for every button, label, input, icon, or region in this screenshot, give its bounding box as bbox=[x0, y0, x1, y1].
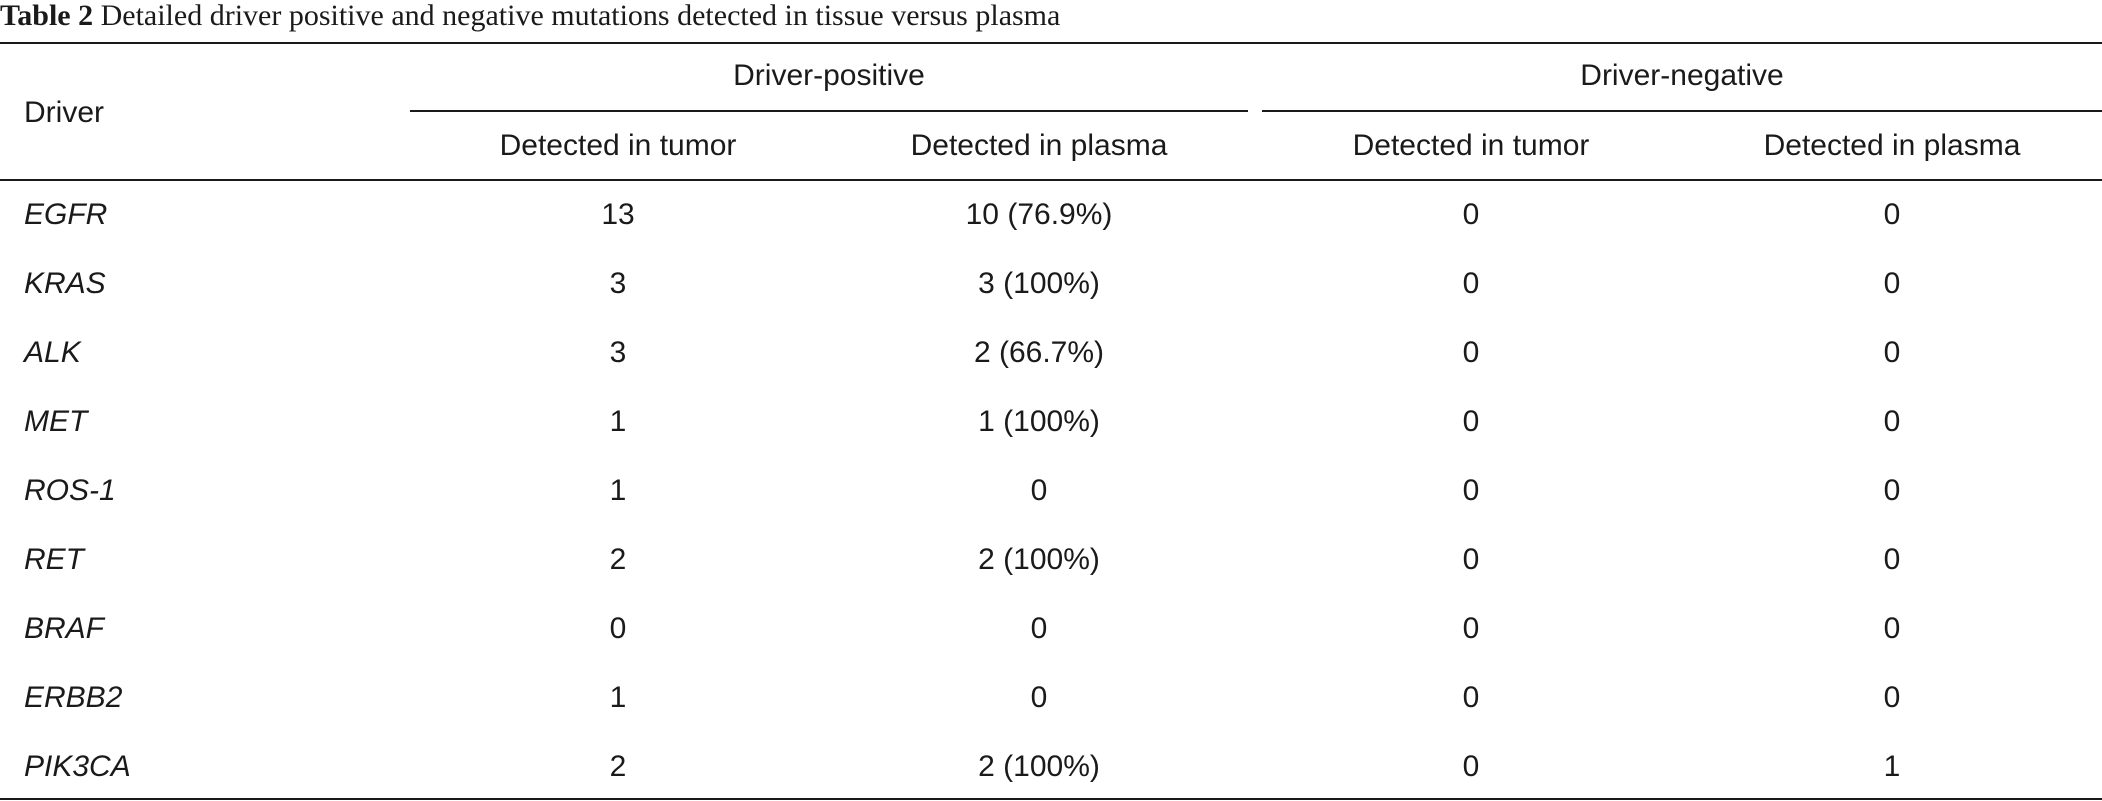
header-group-positive: Driver-positive bbox=[733, 59, 925, 92]
header-group-negative: Driver-negative bbox=[1580, 59, 1784, 92]
driver-gene-cell: BRAF bbox=[24, 612, 105, 645]
negative-tumor-cell: 0 bbox=[1462, 681, 1480, 714]
positive-tumor-cell: 2 bbox=[609, 750, 627, 783]
driver-gene-cell: EGFR bbox=[24, 198, 108, 231]
negative-plasma-cell: 0 bbox=[1883, 198, 1901, 231]
positive-tumor-cell: 3 bbox=[609, 336, 627, 369]
negative-tumor-cell: 0 bbox=[1462, 750, 1480, 783]
positive-plasma-cell: 2 (100%) bbox=[978, 750, 1100, 783]
table-caption-text: Detailed driver positive and negative mu… bbox=[100, 0, 1061, 32]
table-bottom-rule bbox=[0, 798, 2102, 800]
table-top-rule bbox=[0, 42, 2102, 44]
header-driver: Driver bbox=[24, 96, 104, 129]
positive-plasma-cell: 10 (76.9%) bbox=[965, 198, 1113, 231]
positive-tumor-cell: 1 bbox=[609, 474, 627, 507]
group-rule-negative bbox=[1262, 110, 2102, 112]
negative-tumor-cell: 0 bbox=[1462, 336, 1480, 369]
table-caption-label: Table 2 bbox=[0, 0, 94, 32]
negative-tumor-cell: 0 bbox=[1462, 405, 1480, 438]
header-bottom-rule bbox=[0, 179, 2102, 181]
negative-tumor-cell: 0 bbox=[1462, 612, 1480, 645]
negative-plasma-cell: 0 bbox=[1883, 612, 1901, 645]
header-positive-plasma: Detected in plasma bbox=[910, 129, 1168, 162]
negative-plasma-cell: 0 bbox=[1883, 681, 1901, 714]
positive-plasma-cell: 2 (100%) bbox=[978, 543, 1100, 576]
negative-plasma-cell: 0 bbox=[1883, 543, 1901, 576]
positive-plasma-cell: 2 (66.7%) bbox=[973, 336, 1105, 369]
negative-plasma-cell: 0 bbox=[1883, 336, 1901, 369]
positive-plasma-cell: 0 bbox=[1030, 474, 1048, 507]
positive-plasma-cell: 1 (100%) bbox=[978, 405, 1100, 438]
driver-gene-cell: ALK bbox=[24, 336, 81, 369]
negative-tumor-cell: 0 bbox=[1462, 543, 1480, 576]
negative-plasma-cell: 0 bbox=[1883, 267, 1901, 300]
driver-gene-cell: MET bbox=[24, 405, 88, 438]
negative-plasma-cell: 1 bbox=[1883, 750, 1901, 783]
positive-tumor-cell: 1 bbox=[609, 405, 627, 438]
table-caption: Table 2 Detailed driver positive and neg… bbox=[0, 0, 1060, 32]
driver-gene-cell: ERBB2 bbox=[24, 681, 123, 714]
negative-plasma-cell: 0 bbox=[1883, 405, 1901, 438]
positive-tumor-cell: 13 bbox=[601, 198, 635, 231]
negative-tumor-cell: 0 bbox=[1462, 474, 1480, 507]
driver-gene-cell: KRAS bbox=[24, 267, 106, 300]
positive-plasma-cell: 0 bbox=[1030, 681, 1048, 714]
positive-plasma-cell: 0 bbox=[1030, 612, 1048, 645]
header-negative-plasma: Detected in plasma bbox=[1763, 129, 2021, 162]
header-positive-tumor: Detected in tumor bbox=[499, 129, 737, 162]
driver-gene-cell: RET bbox=[24, 543, 84, 576]
driver-gene-cell: ROS-1 bbox=[24, 474, 116, 507]
positive-plasma-cell: 3 (100%) bbox=[978, 267, 1100, 300]
header-negative-tumor: Detected in tumor bbox=[1352, 129, 1590, 162]
positive-tumor-cell: 2 bbox=[609, 543, 627, 576]
group-rule-positive bbox=[410, 110, 1248, 112]
positive-tumor-cell: 3 bbox=[609, 267, 627, 300]
driver-gene-cell: PIK3CA bbox=[24, 750, 131, 783]
positive-tumor-cell: 0 bbox=[609, 612, 627, 645]
negative-tumor-cell: 0 bbox=[1462, 267, 1480, 300]
positive-tumor-cell: 1 bbox=[609, 681, 627, 714]
negative-tumor-cell: 0 bbox=[1462, 198, 1480, 231]
negative-plasma-cell: 0 bbox=[1883, 474, 1901, 507]
